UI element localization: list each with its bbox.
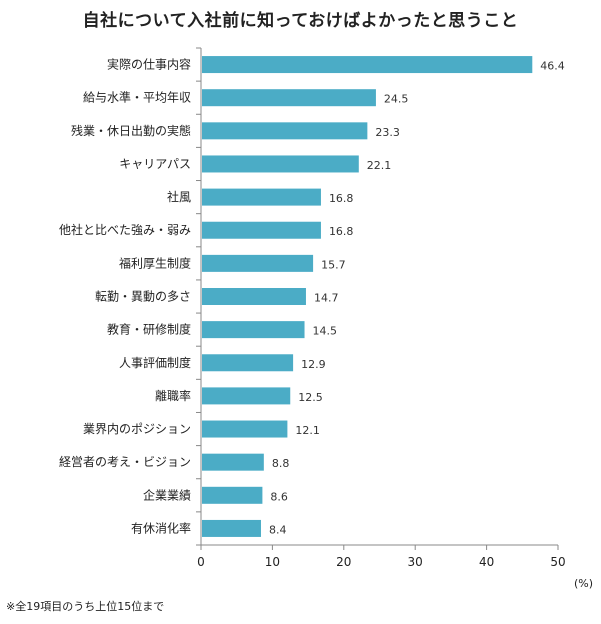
- value-label-11: 12.1: [295, 424, 320, 437]
- category-label-3: キャリアパス: [119, 157, 191, 171]
- value-label-9: 12.9: [301, 358, 326, 371]
- category-label-5: 他社と比べた強み・弱み: [59, 222, 191, 237]
- bar-7: [202, 288, 306, 305]
- x-tick-label-3: 30: [408, 555, 423, 569]
- footnote: ※全19項目のうち上位15位まで: [6, 600, 165, 613]
- value-label-4: 16.8: [329, 192, 354, 205]
- bar-11: [202, 420, 288, 438]
- value-label-14: 8.4: [269, 523, 287, 536]
- value-label-12: 8.8: [272, 457, 290, 470]
- category-label-14: 有休消化率: [131, 520, 191, 535]
- bar-10: [202, 387, 291, 405]
- bar-4: [202, 188, 321, 206]
- category-label-1: 給与水準・平均年収: [83, 90, 191, 105]
- category-label-12: 経営者の考え・ビジョン: [59, 455, 191, 469]
- x-tick-label-2: 20: [336, 555, 351, 569]
- value-label-6: 15.7: [321, 258, 346, 271]
- bar-2: [202, 122, 368, 140]
- x-tick-label-1: 10: [265, 555, 280, 569]
- x-tick-label-5: 50: [550, 555, 565, 569]
- value-label-3: 22.1: [367, 159, 392, 172]
- bar-13: [202, 486, 263, 504]
- category-label-10: 離職率: [155, 388, 191, 403]
- value-label-0: 46.4: [540, 60, 565, 73]
- bar-3: [202, 155, 359, 173]
- bar-9: [202, 354, 294, 372]
- chart-title: 自社について入社前に知っておけばよかったと思うこと: [82, 11, 519, 31]
- bar-14: [202, 519, 261, 537]
- category-label-0: 実際の仕事内容: [107, 57, 191, 72]
- bar-5: [202, 221, 321, 239]
- value-label-8: 14.5: [313, 325, 338, 338]
- bar-8: [202, 321, 305, 339]
- value-label-2: 23.3: [375, 126, 400, 139]
- category-label-13: 企業業績: [143, 487, 191, 502]
- value-label-7: 14.7: [314, 292, 339, 305]
- value-label-1: 24.5: [384, 93, 409, 106]
- category-label-7: 転勤・異動の多さ: [95, 290, 191, 304]
- x-axis-unit: (%): [574, 577, 593, 590]
- category-label-4: 社風: [167, 189, 191, 204]
- category-label-11: 業界内のポジション: [83, 422, 191, 436]
- value-label-10: 12.5: [298, 391, 323, 404]
- category-label-2: 残業・休日出勤の実態: [71, 123, 191, 138]
- bar-0: [202, 56, 533, 74]
- value-label-13: 8.6: [270, 490, 288, 503]
- x-tick-label-0: 0: [197, 555, 205, 569]
- bar-12: [202, 453, 264, 471]
- bar-1: [202, 89, 376, 107]
- value-label-5: 16.8: [329, 225, 354, 238]
- bar-6: [202, 254, 314, 272]
- x-tick-label-4: 40: [479, 555, 494, 569]
- category-label-8: 教育・研修制度: [107, 322, 191, 337]
- category-label-9: 人事評価制度: [119, 355, 191, 370]
- category-label-6: 福利厚生制度: [119, 255, 191, 270]
